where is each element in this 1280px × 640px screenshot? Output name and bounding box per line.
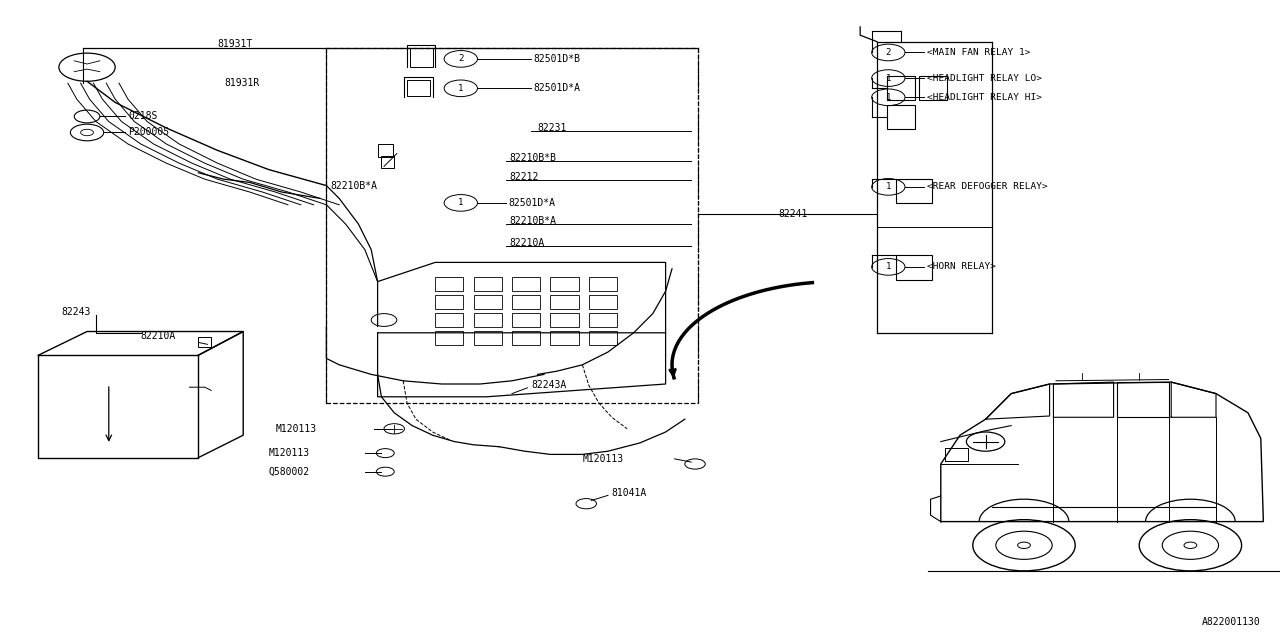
Text: 81931R: 81931R bbox=[224, 78, 260, 88]
Bar bbox=[435, 295, 463, 309]
Text: <MAIN FAN RELAY 1>: <MAIN FAN RELAY 1> bbox=[927, 48, 1030, 57]
Text: 82210B*B: 82210B*B bbox=[509, 153, 557, 163]
Bar bbox=[589, 313, 617, 327]
Text: 82210A: 82210A bbox=[141, 331, 177, 341]
Bar bbox=[887, 76, 915, 100]
Text: 82210A: 82210A bbox=[509, 238, 545, 248]
Bar bbox=[198, 337, 211, 347]
Text: 82501D*A: 82501D*A bbox=[534, 83, 581, 93]
Bar bbox=[512, 313, 540, 327]
Bar bbox=[550, 331, 579, 345]
Text: 82212: 82212 bbox=[509, 172, 539, 182]
Text: <HEADLIGHT RELAY LO>: <HEADLIGHT RELAY LO> bbox=[927, 74, 1042, 83]
Text: 82231: 82231 bbox=[538, 123, 567, 133]
Text: 82210B*A: 82210B*A bbox=[509, 216, 557, 226]
Bar bbox=[381, 156, 394, 168]
Text: 82210B*A: 82210B*A bbox=[330, 180, 378, 191]
Bar bbox=[410, 48, 433, 67]
Bar bbox=[512, 277, 540, 291]
Bar bbox=[474, 295, 502, 309]
Bar bbox=[474, 313, 502, 327]
Text: A822001130: A822001130 bbox=[1202, 617, 1261, 627]
Text: 0218S: 0218S bbox=[128, 111, 157, 122]
Text: 82241: 82241 bbox=[778, 209, 808, 220]
Text: 1: 1 bbox=[458, 84, 463, 93]
Text: 81931T: 81931T bbox=[218, 38, 253, 49]
Text: 1: 1 bbox=[886, 74, 891, 83]
Text: M120113: M120113 bbox=[269, 448, 310, 458]
Bar bbox=[945, 448, 968, 461]
Bar bbox=[512, 331, 540, 345]
Text: 82501D*B: 82501D*B bbox=[534, 54, 581, 64]
Bar bbox=[589, 277, 617, 291]
Bar bbox=[512, 295, 540, 309]
Text: 82501D*A: 82501D*A bbox=[508, 198, 556, 208]
Bar bbox=[435, 331, 463, 345]
Text: P200005: P200005 bbox=[128, 127, 169, 138]
Text: M120113: M120113 bbox=[275, 424, 316, 434]
Bar bbox=[887, 105, 915, 129]
Bar bbox=[435, 313, 463, 327]
Text: 2: 2 bbox=[886, 48, 891, 57]
Text: M120113: M120113 bbox=[582, 454, 623, 464]
Bar bbox=[474, 331, 502, 345]
Text: 2: 2 bbox=[458, 54, 463, 63]
Text: 82243A: 82243A bbox=[531, 380, 567, 390]
Bar bbox=[550, 277, 579, 291]
Bar bbox=[896, 179, 932, 203]
Text: 1: 1 bbox=[886, 182, 891, 191]
Bar bbox=[589, 295, 617, 309]
Bar bbox=[407, 80, 430, 96]
Text: 1: 1 bbox=[458, 198, 463, 207]
Bar bbox=[896, 255, 932, 280]
Bar bbox=[435, 277, 463, 291]
Text: 81041A: 81041A bbox=[612, 488, 648, 498]
Bar bbox=[589, 331, 617, 345]
Text: <REAR DEFOGGER RELAY>: <REAR DEFOGGER RELAY> bbox=[927, 182, 1047, 191]
Text: 1: 1 bbox=[886, 262, 891, 271]
Text: 82243: 82243 bbox=[61, 307, 91, 317]
Text: <HEADLIGHT RELAY HI>: <HEADLIGHT RELAY HI> bbox=[927, 93, 1042, 102]
Text: <HORN RELAY>: <HORN RELAY> bbox=[927, 262, 996, 271]
Text: 1: 1 bbox=[886, 93, 891, 102]
Bar bbox=[919, 76, 947, 100]
Bar bbox=[550, 295, 579, 309]
Bar bbox=[378, 144, 393, 157]
Bar bbox=[550, 313, 579, 327]
Text: Q580002: Q580002 bbox=[269, 467, 310, 477]
Bar bbox=[474, 277, 502, 291]
